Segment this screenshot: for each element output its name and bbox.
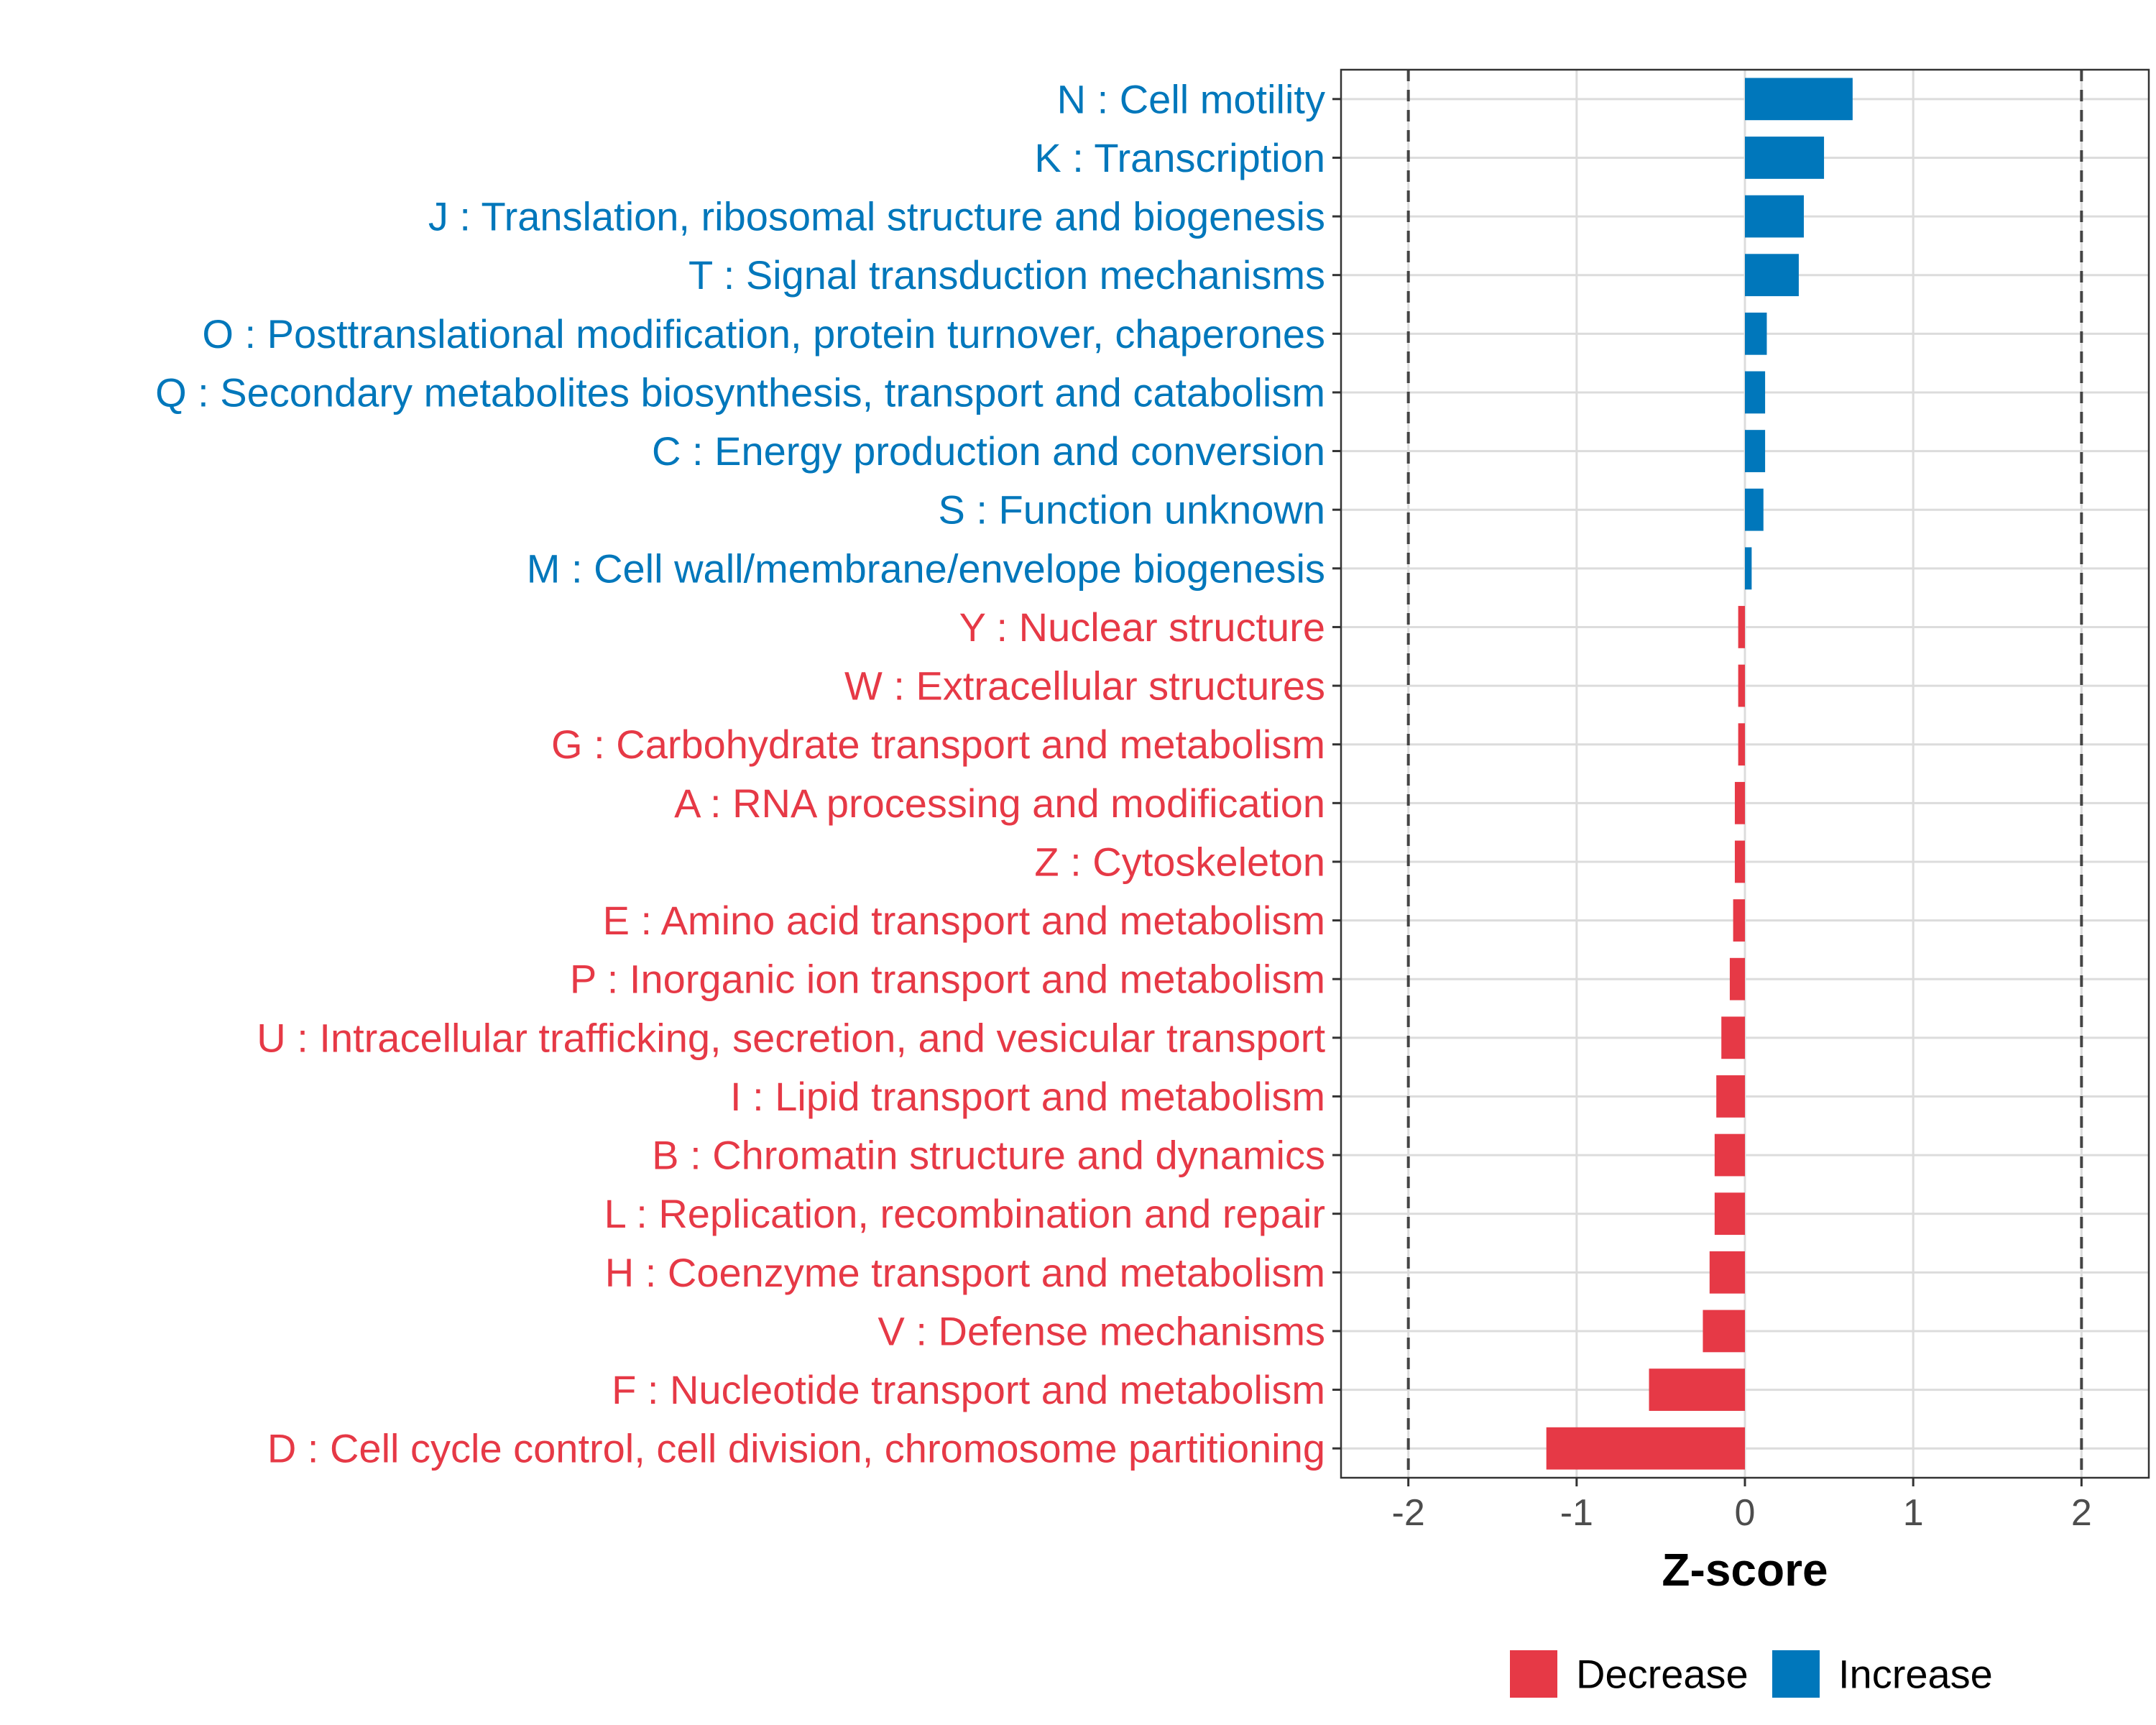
x-axis-ticks: -2 -1 0 1 2: [1392, 1478, 2092, 1534]
bar: [1721, 1016, 1745, 1059]
legend-swatch: [1510, 1650, 1557, 1698]
bars: [1546, 78, 1853, 1470]
category-label: B : Chromatin structure and dynamics: [652, 1133, 1325, 1178]
category-label: I : Lipid transport and metabolism: [730, 1074, 1325, 1119]
bar: [1734, 781, 1745, 824]
bar: [1716, 1075, 1745, 1118]
bar: [1709, 1251, 1745, 1294]
bar: [1745, 430, 1766, 472]
legend-label: Increase: [1838, 1652, 1993, 1697]
category-label: F : Nucleotide transport and metabolism: [612, 1367, 1325, 1412]
x-tick-label: 0: [1735, 1492, 1756, 1534]
category-label: W : Extracellular structures: [844, 663, 1325, 709]
category-label: N : Cell motility: [1057, 76, 1325, 121]
bar: [1714, 1192, 1745, 1236]
category-label: K : Transcription: [1034, 135, 1325, 180]
x-tick-label: 1: [1903, 1492, 1924, 1534]
bar: [1745, 254, 1799, 297]
category-label: L : Replication, recombination and repai…: [604, 1191, 1325, 1236]
category-label: H : Coenzyme transport and metabolism: [605, 1250, 1325, 1295]
reference-lines: [1406, 70, 2083, 1478]
bar: [1649, 1368, 1745, 1411]
bar: [1738, 723, 1745, 766]
bar: [1734, 840, 1745, 883]
bar: [1745, 371, 1766, 414]
legend-swatch: [1772, 1650, 1820, 1698]
bar: [1745, 488, 1764, 531]
category-label: V : Defense mechanisms: [878, 1308, 1325, 1353]
x-axis-title: Z-score: [1662, 1544, 1828, 1596]
bar: [1738, 606, 1745, 648]
category-label: Z : Cytoskeleton: [1034, 839, 1325, 884]
bar: [1703, 1310, 1745, 1353]
category-label: S : Function unknown: [938, 487, 1325, 533]
category-label: M : Cell wall/membrane/envelope biogenes…: [527, 546, 1325, 591]
bar: [1745, 137, 1825, 179]
category-label: D : Cell cycle control, cell division, c…: [267, 1426, 1325, 1471]
category-label: E : Amino acid transport and metabolism: [603, 898, 1325, 943]
bar: [1738, 664, 1745, 707]
bar: [1714, 1133, 1745, 1177]
y-axis-ticks: N : Cell motility K : Transcription J : Tr…: [155, 76, 1341, 1471]
bar: [1546, 1427, 1745, 1470]
x-tick-label: 2: [2071, 1492, 2092, 1534]
category-label: T : Signal transduction mechanisms: [688, 252, 1325, 298]
category-label: J : Translation, ribosomal structure and…: [428, 194, 1325, 239]
category-label: U : Intracellular trafficking, secretion…: [257, 1015, 1325, 1060]
legend-label: Decrease: [1576, 1652, 1749, 1697]
bar: [1729, 957, 1745, 1000]
x-tick-label: -2: [1392, 1492, 1425, 1534]
bar: [1733, 899, 1745, 942]
category-label: C : Energy production and conversion: [652, 428, 1325, 474]
bar: [1745, 547, 1752, 590]
category-label: Q : Secondary metabolites biosynthesis, …: [155, 369, 1325, 415]
category-label: P : Inorganic ion transport and metaboli…: [570, 957, 1325, 1002]
bar: [1745, 78, 1853, 121]
legend: Decrease Increase: [1510, 1650, 1993, 1698]
x-tick-label: -1: [1560, 1492, 1593, 1534]
category-label: G : Carbohydrate transport and metabolis…: [551, 722, 1325, 767]
category-label: O : Posttranslational modification, prot…: [202, 311, 1325, 356]
category-label: A : RNA processing and modification: [674, 781, 1325, 826]
category-label: Y : Nuclear structure: [959, 604, 1325, 650]
bar: [1745, 312, 1767, 355]
bar: [1745, 195, 1804, 238]
